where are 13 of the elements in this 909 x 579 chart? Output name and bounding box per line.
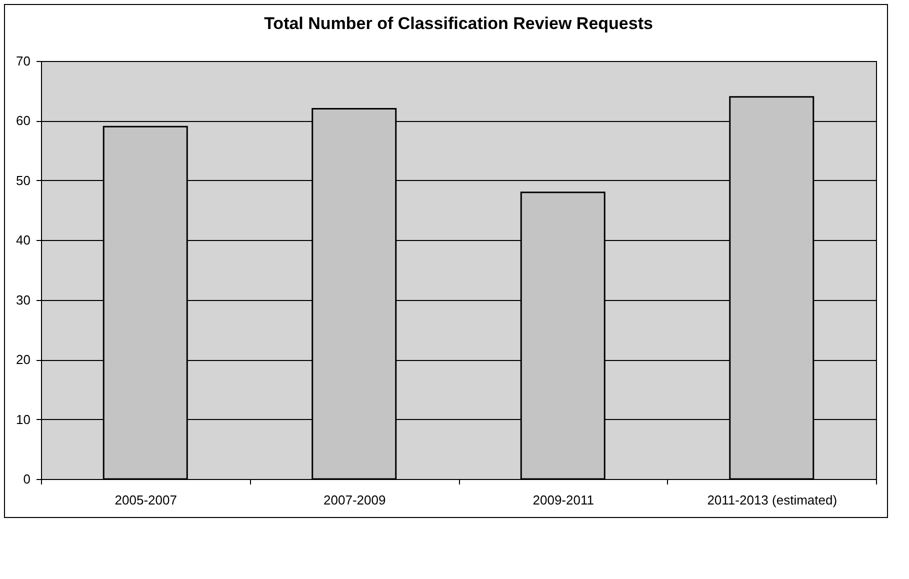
y-tick-label: 0 xyxy=(23,472,30,486)
y-tick-label: 20 xyxy=(16,352,30,368)
y-tick-label: 10 xyxy=(16,412,30,427)
x-tick-label: 2009-2011 xyxy=(532,492,594,508)
chart-title: Total Number of Classification Review Requests xyxy=(264,14,653,33)
x-tick-label: 2007-2009 xyxy=(324,492,386,508)
y-tick-label: 30 xyxy=(16,292,30,308)
y-tick-label: 40 xyxy=(16,232,30,248)
y-tick-label: 70 xyxy=(16,54,30,68)
x-tick-label: 2005-2007 xyxy=(114,492,177,508)
y-tick-label: 60 xyxy=(16,113,30,128)
y-tick-label: 50 xyxy=(16,172,30,188)
x-tick-label: 2011-2013 (estimated) xyxy=(707,492,838,508)
